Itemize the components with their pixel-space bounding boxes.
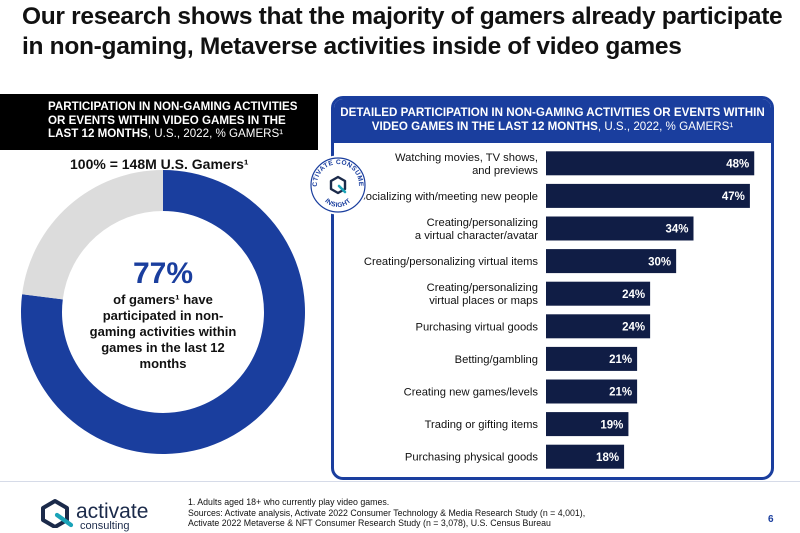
bar-value-label: 24% bbox=[622, 322, 645, 334]
donut-description: of gamers¹ have participated in non-gami… bbox=[89, 292, 237, 371]
bar-category-label: Creating new games/levels bbox=[404, 387, 539, 399]
right-header-bold: DETAILED PARTICIPATION IN NON-GAMING ACT… bbox=[340, 106, 765, 133]
donut-slice-did-not-participate bbox=[22, 170, 163, 300]
bar-9 bbox=[546, 412, 629, 437]
bar-1 bbox=[546, 151, 755, 176]
bar-5 bbox=[546, 281, 651, 306]
activate-logo-icon bbox=[329, 175, 347, 195]
svg-text:INSIGHT: INSIGHT bbox=[323, 197, 352, 209]
left-header-bold: PARTICIPATION IN NON-GAMING ACTIVITIES O… bbox=[48, 100, 298, 140]
footnote-line: Activate 2022 Metaverse & NFT Consumer R… bbox=[188, 518, 551, 529]
bar-2 bbox=[546, 183, 750, 208]
bar-value-label: 34% bbox=[665, 224, 688, 236]
bar-value-label: 18% bbox=[596, 452, 619, 464]
footnote-line: Sources: Activate analysis, Activate 202… bbox=[188, 507, 586, 518]
bar-category-label: Creating/personalizing virtual places or … bbox=[427, 282, 539, 307]
badge-bottom-text: INSIGHT bbox=[323, 197, 352, 209]
bar-3 bbox=[546, 216, 694, 241]
detail-panel: DETAILED PARTICIPATION IN NON-GAMING ACT… bbox=[331, 96, 774, 480]
consumer-insight-badge: ACTIVATE CONSUMER INSIGHT bbox=[308, 155, 368, 215]
total-gamers-label: 100% = 148M U.S. Gamers¹ bbox=[70, 156, 249, 172]
left-header-normal: , U.S., 2022, % GAMERS¹ bbox=[147, 127, 284, 140]
footnotes: 1. Adults aged 18+ who currently play vi… bbox=[188, 497, 585, 529]
left-panel-header: PARTICIPATION IN NON-GAMING ACTIVITIES O… bbox=[0, 94, 318, 150]
footnote-line: 1. Adults aged 18+ who currently play vi… bbox=[188, 497, 390, 507]
bar-7 bbox=[546, 346, 638, 371]
bar-10 bbox=[546, 444, 625, 469]
logo-wordmark: activate bbox=[76, 500, 149, 523]
logo-tagline: consulting bbox=[80, 520, 130, 532]
footer-divider bbox=[0, 481, 800, 482]
bar-value-label: 21% bbox=[609, 354, 632, 366]
right-header-normal: , U.S., 2022, % GAMERS¹ bbox=[597, 119, 734, 133]
bar-category-label: Watching movies, TV shows, and previews bbox=[395, 152, 538, 177]
bar-4 bbox=[546, 249, 677, 274]
bar-category-label: Betting/gambling bbox=[455, 354, 538, 366]
bar-value-label: 24% bbox=[622, 289, 645, 301]
bar-value-label: 19% bbox=[600, 419, 623, 431]
bar-category-label: Socializing with/meeting new people bbox=[358, 191, 538, 203]
activate-logo-icon bbox=[41, 499, 74, 528]
bar-category-label: Purchasing physical goods bbox=[405, 452, 538, 464]
page-headline: Our research shows that the majority of … bbox=[22, 3, 783, 60]
bar-value-label: 21% bbox=[609, 387, 632, 399]
bar-value-label: 47% bbox=[722, 191, 745, 203]
bar-category-label: Creating/personalizing a virtual characte… bbox=[415, 217, 538, 242]
bar-value-label: 30% bbox=[648, 256, 671, 268]
donut-chart bbox=[20, 170, 305, 454]
bar-value-label: 48% bbox=[726, 159, 749, 171]
donut-percentage: 77% bbox=[132, 257, 194, 290]
page-number: 6 bbox=[768, 514, 774, 525]
bar-chart: 48% Watching movies, TV shows, and preview… bbox=[358, 151, 755, 469]
bar-8 bbox=[546, 379, 638, 404]
bar-6 bbox=[546, 314, 651, 339]
bar-category-label: Trading or gifting items bbox=[425, 419, 539, 431]
donut-center-text: 77% of gamers¹ have participated in non-… bbox=[68, 258, 258, 372]
bar-category-label: Purchasing virtual goods bbox=[415, 321, 538, 333]
bar-category-label: Creating/personalizing virtual items bbox=[364, 256, 539, 268]
right-panel-header: DETAILED PARTICIPATION IN NON-GAMING ACT… bbox=[334, 99, 771, 143]
